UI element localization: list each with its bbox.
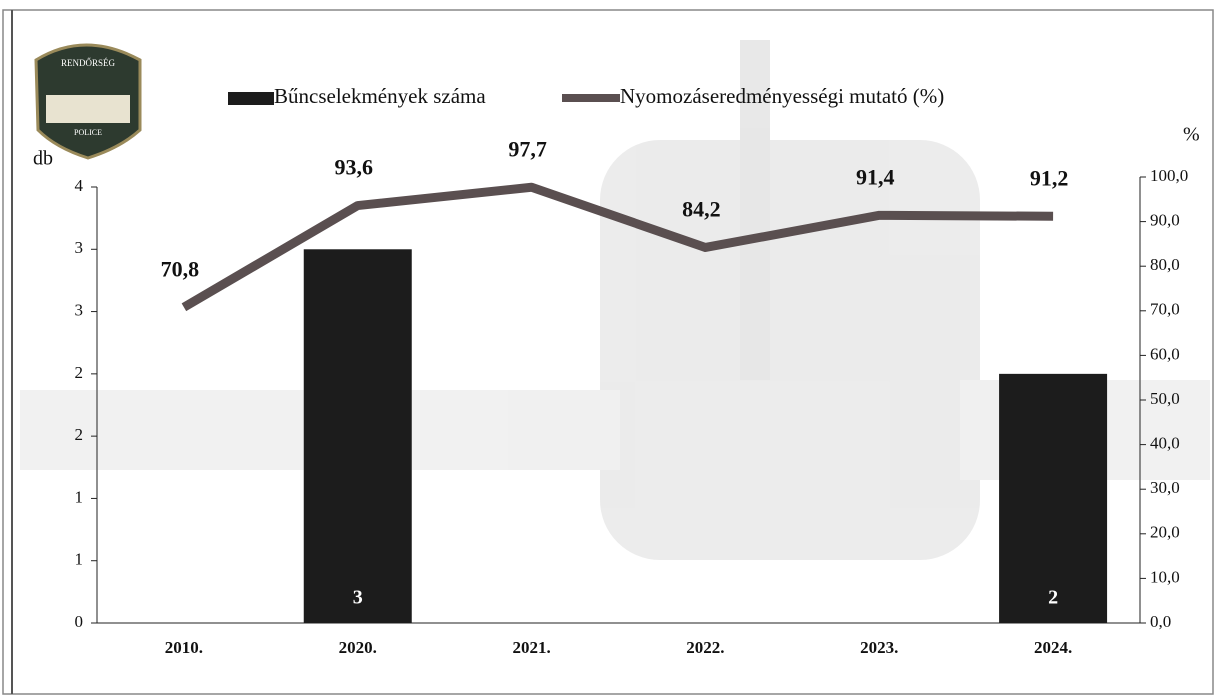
x-tick-label: 2024. <box>1034 638 1072 657</box>
y-tick-label: 4 <box>75 176 84 195</box>
y2-tick-label: 20,0 <box>1150 523 1180 542</box>
y2-tick-label: 30,0 <box>1150 478 1180 497</box>
y-axis-label: db <box>33 148 53 170</box>
bar <box>999 373 1108 623</box>
logo-text: RENDŐRSÉG <box>61 58 116 68</box>
legend-swatch <box>228 92 274 105</box>
y2-tick-label: 0,0 <box>1150 612 1171 631</box>
bar-value-label: 2 <box>1048 587 1058 609</box>
y-tick-label: 1 <box>75 487 84 506</box>
y-tick-label: 0 <box>75 612 84 631</box>
y-tick-label: 2 <box>75 363 84 382</box>
bar-value-label: 3 <box>353 587 363 609</box>
x-tick-label: 2023. <box>860 638 898 657</box>
x-tick-label: 2010. <box>165 638 203 657</box>
y2-tick-label: 100,0 <box>1150 166 1188 185</box>
y2-axis-label: % <box>1183 124 1200 146</box>
y2-tick-label: 70,0 <box>1150 300 1180 319</box>
line-value-label: 91,4 <box>856 164 895 189</box>
y2-tick-label: 40,0 <box>1150 434 1180 453</box>
legend-label: Bűncselekmények száma <box>274 84 486 108</box>
y2-tick-label: 10,0 <box>1150 567 1180 586</box>
y-tick-label: 3 <box>75 300 84 319</box>
line-value-label: 84,2 <box>682 197 721 222</box>
y-tick-label: 2 <box>75 425 84 444</box>
y-tick-label: 3 <box>75 238 84 257</box>
y2-tick-label: 60,0 <box>1150 344 1180 363</box>
x-tick-label: 2021. <box>512 638 550 657</box>
line-value-label: 91,2 <box>1030 165 1069 190</box>
logo-text: POLICE <box>74 128 102 137</box>
bar <box>303 249 412 624</box>
y-tick-label: 1 <box>75 550 84 569</box>
line-value-label: 93,6 <box>335 155 374 180</box>
legend-label: Nyomozáseredményességi mutató (%) <box>620 84 944 108</box>
x-tick-label: 2020. <box>339 638 377 657</box>
line <box>181 182 1054 312</box>
line-value-label: 70,8 <box>161 256 200 281</box>
x-tick-label: 2022. <box>686 638 724 657</box>
y2-tick-label: 80,0 <box>1150 255 1180 274</box>
y2-tick-label: 90,0 <box>1150 211 1180 230</box>
line-value-label: 97,7 <box>508 136 547 161</box>
logo: RENDŐRSÉG POLICE <box>34 43 142 160</box>
y2-tick-label: 50,0 <box>1150 389 1180 408</box>
